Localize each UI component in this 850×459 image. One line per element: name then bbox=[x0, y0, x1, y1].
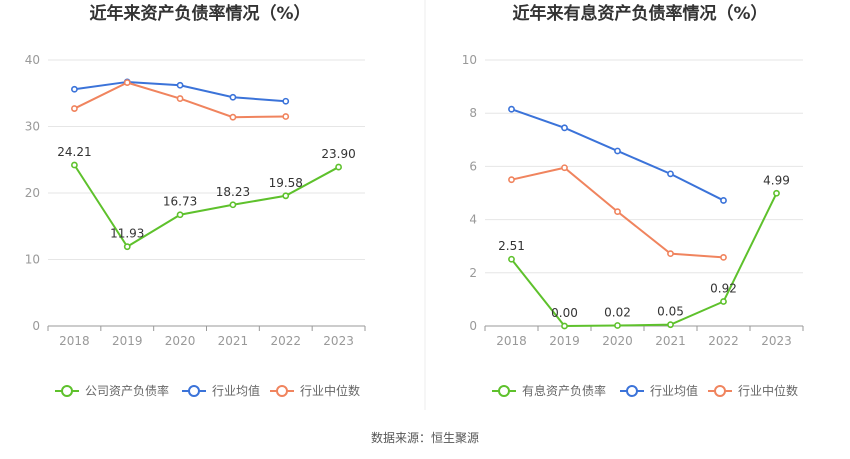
data-label: 2.51 bbox=[498, 239, 525, 253]
chart-title: 近年来资产负债率情况（%） bbox=[89, 3, 310, 24]
data-point bbox=[667, 170, 674, 178]
data-label: 0.00 bbox=[551, 306, 578, 320]
x-tick-label: 2021 bbox=[218, 334, 249, 348]
data-point bbox=[720, 253, 727, 261]
data-point bbox=[614, 208, 621, 216]
legend-label: 公司资产负债率 bbox=[85, 383, 169, 398]
data-point bbox=[229, 93, 237, 101]
data-point bbox=[720, 197, 727, 204]
data-point bbox=[508, 176, 515, 184]
data-point bbox=[229, 113, 237, 121]
data-point bbox=[282, 192, 290, 200]
data-source: 数据来源：恒生聚源 bbox=[371, 430, 479, 445]
data-label: 11.93 bbox=[110, 227, 144, 241]
data-label: 0.05 bbox=[657, 305, 684, 319]
data-point bbox=[71, 161, 78, 169]
legend-marker bbox=[188, 385, 200, 397]
data-point bbox=[123, 243, 131, 251]
data-label: 0.92 bbox=[710, 282, 737, 296]
data-point bbox=[667, 321, 674, 329]
data-point bbox=[773, 189, 780, 197]
y-tick-label: 6 bbox=[469, 159, 477, 173]
x-tick-label: 2020 bbox=[602, 334, 633, 348]
legend-label: 行业均值 bbox=[650, 383, 698, 398]
legend-label: 行业均值 bbox=[212, 383, 260, 398]
y-tick-label: 10 bbox=[25, 253, 40, 267]
interest-debt-ratio-chart: 近年来有息资产负债率情况（%） 0 2 4 6 8 10 2018 2019 2020 2021 20… bbox=[462, 3, 804, 398]
data-point bbox=[71, 105, 78, 112]
y-tick-label: 2 bbox=[469, 266, 477, 280]
data-point bbox=[614, 147, 621, 155]
data-point bbox=[282, 97, 290, 105]
series-line-1 bbox=[511, 108, 724, 202]
y-tick-label: 0 bbox=[469, 319, 477, 333]
data-label: 18.23 bbox=[216, 185, 250, 199]
legend-marker bbox=[714, 385, 726, 397]
data-point bbox=[561, 164, 568, 172]
x-tick-label: 2019 bbox=[112, 334, 143, 348]
y-tick-label: 4 bbox=[469, 213, 477, 227]
data-point bbox=[561, 124, 568, 132]
legend-label: 行业中位数 bbox=[738, 383, 798, 398]
legend-marker bbox=[626, 385, 638, 397]
x-tick-label: 2018 bbox=[496, 334, 527, 348]
data-point bbox=[282, 113, 290, 120]
data-point bbox=[614, 322, 621, 329]
y-tick-label: 0 bbox=[32, 319, 40, 333]
data-label: 24.21 bbox=[57, 145, 91, 159]
data-point bbox=[561, 322, 568, 330]
legend-label: 行业中位数 bbox=[300, 383, 360, 398]
x-tick-label: 2023 bbox=[761, 334, 792, 348]
series-line-0 bbox=[510, 192, 778, 328]
x-tick-label: 2023 bbox=[323, 334, 354, 348]
data-point bbox=[508, 105, 515, 113]
y-tick-label: 10 bbox=[462, 53, 477, 67]
data-point bbox=[508, 255, 515, 263]
y-tick-label: 30 bbox=[25, 120, 40, 134]
data-label: 0.02 bbox=[604, 305, 631, 319]
data-label: 4.99 bbox=[763, 173, 790, 187]
data-point bbox=[123, 79, 131, 87]
data-point bbox=[176, 211, 184, 219]
x-tick-label: 2020 bbox=[165, 334, 196, 348]
data-label: 23.90 bbox=[321, 147, 355, 161]
data-point bbox=[720, 298, 727, 305]
data-point bbox=[229, 201, 237, 209]
data-point bbox=[335, 163, 342, 171]
x-tick-label: 2022 bbox=[708, 334, 739, 348]
data-label: 16.73 bbox=[163, 195, 197, 209]
chart-title: 近年来有息资产负债率情况（%） bbox=[512, 3, 767, 24]
x-tick-label: 2021 bbox=[655, 334, 686, 348]
x-tick-label: 2019 bbox=[549, 334, 580, 348]
legend-label: 有息资产负债率 bbox=[522, 383, 606, 398]
debt-ratio-chart: 近年来资产负债率情况（%） 0 10 20 30 40 2018 2019 2020 2021 20… bbox=[25, 3, 366, 398]
legend-marker bbox=[498, 385, 510, 397]
x-tick-label: 2022 bbox=[270, 334, 301, 348]
legend-marker bbox=[61, 385, 73, 397]
data-point bbox=[176, 95, 184, 102]
data-label: 19.58 bbox=[269, 176, 303, 190]
legend-marker bbox=[276, 385, 288, 397]
data-point bbox=[71, 85, 78, 93]
series-line-0 bbox=[73, 164, 340, 249]
x-tick-label: 2018 bbox=[59, 334, 90, 348]
y-tick-label: 20 bbox=[25, 186, 40, 200]
data-point bbox=[176, 81, 184, 89]
y-tick-label: 40 bbox=[25, 53, 40, 67]
data-point bbox=[667, 250, 674, 258]
y-tick-label: 8 bbox=[469, 106, 477, 120]
